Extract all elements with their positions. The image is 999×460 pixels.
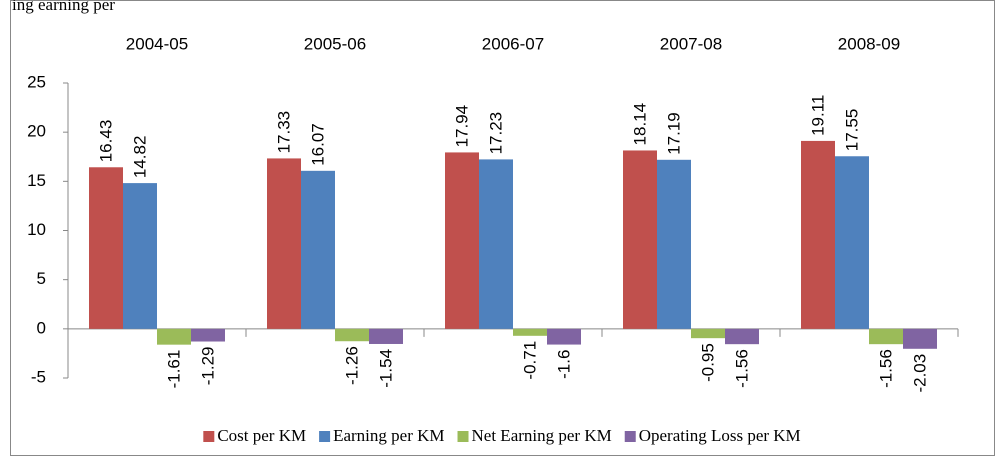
- bar: [191, 328, 225, 342]
- data-label: 17.33: [274, 111, 293, 154]
- data-label: 17.23: [486, 112, 505, 155]
- data-label: -0.71: [520, 341, 539, 380]
- data-label: 17.94: [452, 105, 471, 148]
- data-label: -0.95: [698, 343, 717, 382]
- legend-item: Cost per KM: [203, 426, 306, 445]
- bar: [547, 328, 581, 345]
- data-label: -1.61: [164, 350, 183, 389]
- bar: [335, 328, 369, 342]
- data-label: 18.14: [630, 103, 649, 146]
- bar: [89, 167, 123, 329]
- y-tick-label: 5: [37, 269, 46, 288]
- bar: [157, 328, 191, 345]
- data-label: -1.56: [732, 349, 751, 388]
- bar: [479, 159, 513, 329]
- category-label: 2008-09: [838, 34, 900, 53]
- y-tick-label: -5: [31, 367, 46, 386]
- data-label: 16.43: [96, 120, 115, 163]
- data-label: 14.82: [130, 136, 149, 179]
- y-tick-label: 15: [27, 171, 46, 190]
- data-label: -1.6: [554, 350, 573, 379]
- data-label: -1.54: [376, 349, 395, 388]
- bar: [301, 170, 335, 329]
- legend-item: Earning per KM: [319, 426, 445, 445]
- y-tick-label: 25: [27, 72, 46, 91]
- category-label: 2007-08: [660, 34, 722, 53]
- bar: [903, 328, 937, 349]
- bar: [835, 156, 869, 329]
- y-tick-label: 20: [27, 122, 46, 141]
- bar: [691, 328, 725, 339]
- data-label: 17.55: [842, 109, 861, 152]
- legend-item: Net Earning per KM: [457, 426, 612, 445]
- legend-swatch: [203, 431, 215, 442]
- heading: ing earning per: [12, 0, 115, 14]
- data-label: -1.29: [198, 347, 217, 386]
- category-label: 2005-06: [304, 34, 366, 53]
- y-tick-label: 0: [37, 318, 46, 337]
- data-label: -1.26: [342, 346, 361, 385]
- y-tick-label: 10: [27, 220, 46, 239]
- data-label: -2.03: [910, 354, 929, 393]
- bar: [801, 140, 835, 329]
- data-label: 17.19: [664, 112, 683, 155]
- bar: [445, 152, 479, 329]
- bar: [657, 159, 691, 329]
- legend-swatch: [457, 431, 469, 442]
- legend-label: Net Earning per KM: [472, 426, 612, 445]
- data-label: 16.07: [308, 123, 327, 166]
- legend-swatch: [624, 431, 636, 442]
- bar: [725, 328, 759, 345]
- legend-label: Operating Loss per KM: [639, 426, 801, 445]
- bar: [123, 183, 157, 329]
- legend-swatch: [319, 431, 331, 442]
- bar: [267, 158, 301, 329]
- bar: [369, 328, 403, 344]
- legend-label: Earning per KM: [333, 426, 444, 445]
- data-label: 19.11: [808, 95, 827, 136]
- data-label: -1.56: [876, 349, 895, 388]
- bar: [513, 328, 547, 336]
- legend-item: Operating Loss per KM: [624, 426, 801, 445]
- legend-label: Cost per KM: [217, 426, 306, 445]
- bar: [623, 150, 657, 329]
- bar: [869, 328, 903, 345]
- category-label: 2006-07: [482, 34, 544, 53]
- category-label: 2004-05: [126, 34, 188, 53]
